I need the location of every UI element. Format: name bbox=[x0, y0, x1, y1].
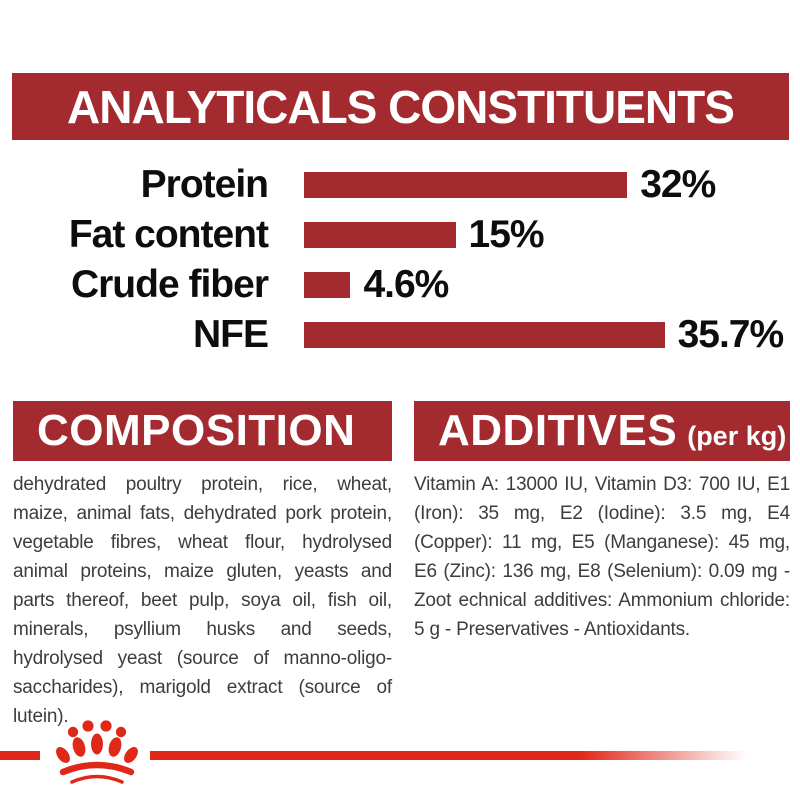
additives-subtitle: (per kg) bbox=[687, 421, 787, 451]
chart-row-label: NFE bbox=[193, 313, 269, 356]
composition-section: COMPOSITION dehydrated poultry protein, … bbox=[13, 401, 392, 731]
additives-header-bar: ADDITIVES (per kg) bbox=[414, 401, 790, 461]
composition-header-bar: COMPOSITION bbox=[13, 401, 392, 461]
royal-canin-crown-icon bbox=[56, 720, 138, 784]
composition-body-text: dehydrated poultry protein, rice, wheat,… bbox=[13, 474, 392, 727]
chart-row-bar bbox=[304, 222, 456, 248]
chart-row-label: Fat content bbox=[68, 213, 269, 256]
chart-row-value: 4.6% bbox=[363, 263, 449, 306]
chart-row-bar bbox=[304, 272, 351, 298]
chart-row-fat-content: Fat content 15% bbox=[0, 210, 800, 260]
chart-row-label: Crude fiber bbox=[70, 263, 269, 306]
chart-row-nfe: NFE 35.7% bbox=[0, 310, 800, 360]
analyticals-bar-chart: Protein 32% Fat content 15% Crude fiber … bbox=[0, 160, 800, 360]
chart-row-value: 15% bbox=[468, 213, 545, 256]
additives-body-text: Vitamin A: 13000 IU, Vitamin D3: 700 IU,… bbox=[414, 474, 790, 640]
chart-row-bar bbox=[304, 322, 665, 348]
chart-row-value: 35.7% bbox=[677, 313, 785, 356]
chart-row-bar bbox=[304, 172, 628, 198]
footer-divider-line-right bbox=[150, 751, 747, 760]
footer-divider-line-left bbox=[0, 751, 40, 760]
chart-row-label: Protein bbox=[140, 163, 269, 206]
additives-title: ADDITIVES bbox=[438, 406, 678, 455]
chart-row-crude-fiber: Crude fiber 4.6% bbox=[0, 260, 800, 310]
chart-row-protein: Protein 32% bbox=[0, 160, 800, 210]
composition-title: COMPOSITION bbox=[37, 406, 356, 455]
analyticals-header-bar: ANALYTICALS CONSTITUENTS bbox=[12, 73, 789, 140]
chart-row-value: 32% bbox=[640, 163, 716, 206]
analyticals-header-title: ANALYTICALS CONSTITUENTS bbox=[67, 80, 735, 133]
additives-section: ADDITIVES (per kg) Vitamin A: 13000 IU, … bbox=[414, 401, 790, 644]
